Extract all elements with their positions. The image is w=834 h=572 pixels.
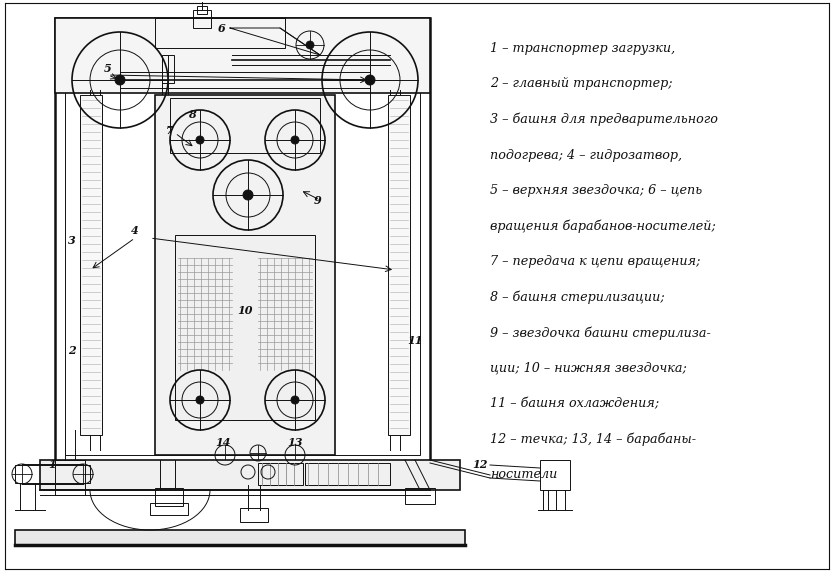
Text: 7: 7 bbox=[166, 125, 173, 136]
Text: 11: 11 bbox=[407, 335, 423, 345]
Text: 8: 8 bbox=[188, 109, 196, 121]
Bar bbox=[55, 460, 85, 495]
Text: 9: 9 bbox=[314, 194, 322, 205]
Bar bbox=[255, 255, 315, 375]
Bar bbox=[55, 18, 430, 93]
Text: 1 – транспортер загрузки,: 1 – транспортер загрузки, bbox=[490, 42, 676, 55]
Text: 2 – главный транспортер;: 2 – главный транспортер; bbox=[490, 77, 672, 90]
Text: 2: 2 bbox=[68, 344, 76, 356]
Circle shape bbox=[115, 75, 125, 85]
Circle shape bbox=[365, 75, 375, 85]
Bar bbox=[197, 6, 207, 14]
Text: 5 – верхняя звездочка; 6 – цепь: 5 – верхняя звездочка; 6 – цепь bbox=[490, 184, 702, 197]
Text: 6: 6 bbox=[219, 22, 226, 34]
Text: подогрева; 4 – гидрозатвор,: подогрева; 4 – гидрозатвор, bbox=[490, 149, 682, 161]
Text: 7 – передача к цепи вращения;: 7 – передача к цепи вращения; bbox=[490, 255, 701, 268]
Circle shape bbox=[196, 136, 204, 144]
Text: вращения барабанов-носителей;: вращения барабанов-носителей; bbox=[490, 220, 716, 233]
Bar bbox=[155, 488, 183, 506]
Bar bbox=[388, 95, 410, 435]
Text: 1: 1 bbox=[48, 459, 56, 471]
Bar bbox=[155, 95, 335, 455]
Circle shape bbox=[243, 190, 253, 200]
Bar bbox=[175, 235, 315, 420]
Bar bbox=[162, 55, 174, 83]
Text: 13: 13 bbox=[287, 436, 303, 447]
Text: 10: 10 bbox=[237, 304, 253, 316]
Text: 12: 12 bbox=[472, 459, 488, 471]
Bar bbox=[175, 255, 235, 375]
Bar bbox=[80, 95, 102, 435]
Text: носители: носители bbox=[490, 468, 557, 481]
Bar bbox=[155, 18, 285, 48]
Text: ции; 10 – нижняя звездочка;: ции; 10 – нижняя звездочка; bbox=[490, 362, 686, 375]
Circle shape bbox=[291, 136, 299, 144]
Bar bbox=[65, 25, 420, 455]
Text: 3: 3 bbox=[68, 235, 76, 245]
Text: 9 – звездочка башни стерилиза-: 9 – звездочка башни стерилиза- bbox=[490, 326, 711, 340]
Text: 14: 14 bbox=[215, 436, 231, 447]
Text: 5: 5 bbox=[104, 62, 112, 73]
Bar bbox=[15, 530, 465, 545]
Circle shape bbox=[196, 396, 204, 404]
Bar bbox=[15, 465, 90, 483]
Text: 11 – башня охлаждения;: 11 – башня охлаждения; bbox=[490, 397, 659, 410]
Bar bbox=[170, 98, 320, 153]
Text: 12 – течка; 13, 14 – барабаны-: 12 – течка; 13, 14 – барабаны- bbox=[490, 432, 696, 446]
Bar bbox=[193, 10, 211, 28]
Circle shape bbox=[291, 396, 299, 404]
Bar bbox=[540, 460, 570, 490]
Text: 8 – башня стерилизации;: 8 – башня стерилизации; bbox=[490, 291, 665, 304]
Text: 3 – башня для предварительного: 3 – башня для предварительного bbox=[490, 113, 718, 126]
Text: 4: 4 bbox=[131, 224, 139, 236]
Circle shape bbox=[306, 41, 314, 49]
Bar bbox=[305, 463, 390, 485]
Bar bbox=[258, 463, 303, 485]
Bar bbox=[150, 503, 188, 515]
Bar bbox=[40, 460, 460, 490]
Bar bbox=[405, 488, 435, 504]
Bar bbox=[55, 18, 430, 463]
Bar bbox=[240, 508, 268, 522]
